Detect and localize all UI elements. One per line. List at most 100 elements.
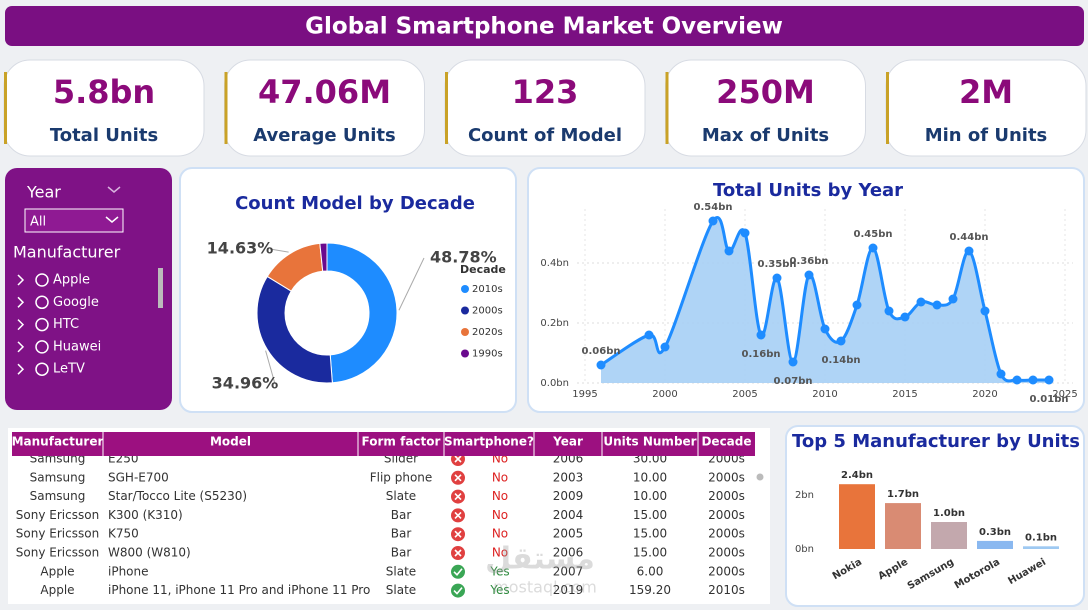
table-cell: 2019 bbox=[553, 583, 584, 597]
point bbox=[900, 312, 910, 322]
legend-swatch bbox=[461, 306, 469, 315]
table-cell: 2000s bbox=[708, 508, 745, 522]
table-cell: K750 bbox=[108, 527, 139, 541]
table-cell: 2009 bbox=[553, 489, 584, 503]
table-cell: iPhone bbox=[108, 564, 149, 578]
table-cell: 2005 bbox=[553, 527, 584, 541]
legend-swatch bbox=[461, 349, 469, 358]
x-tick-label: 2005 bbox=[732, 389, 757, 400]
table-cell: Bar bbox=[391, 527, 412, 541]
table-cell: 159.20 bbox=[629, 583, 671, 597]
donut-card bbox=[179, 167, 517, 413]
table-cell: 2000s bbox=[708, 564, 745, 578]
radio[interactable] bbox=[35, 340, 49, 354]
table-cell: W800 (W810) bbox=[108, 546, 191, 560]
table-card bbox=[8, 428, 770, 604]
x-tick-label: 2015 bbox=[892, 389, 917, 400]
chart-title: Count Model by Decade bbox=[235, 193, 475, 214]
data-label: 2.4bn bbox=[841, 470, 873, 481]
line bbox=[600, 216, 1049, 383]
data-label: 0.45bn bbox=[854, 229, 893, 240]
kpi-accent bbox=[445, 72, 448, 144]
data-label: 0.36bn bbox=[790, 256, 829, 267]
header-bar bbox=[5, 6, 1084, 46]
radio[interactable] bbox=[35, 362, 49, 376]
point bbox=[660, 342, 670, 352]
table-cell: Bar bbox=[391, 508, 412, 522]
kpi-value: 47.06M bbox=[258, 73, 391, 111]
table-cell: Sony Ericsson bbox=[16, 527, 99, 541]
x-tick-label: 1995 bbox=[572, 389, 597, 400]
expand-arrow bbox=[17, 363, 25, 375]
kpi-label: Count of Model bbox=[468, 125, 622, 146]
column-header: Model bbox=[210, 435, 251, 449]
column-header: Smartphone? bbox=[444, 435, 534, 449]
point bbox=[740, 228, 750, 238]
table-cell: Samsung bbox=[30, 470, 86, 484]
table-cell: Apple bbox=[40, 564, 74, 578]
table-cell: No bbox=[492, 527, 508, 541]
table-cell: 15.00 bbox=[633, 546, 667, 560]
year-dropdown[interactable] bbox=[24, 208, 124, 233]
data-label: 0.44bn bbox=[950, 232, 989, 243]
kpi-label: Max of Units bbox=[702, 125, 829, 146]
legend-label: 2020s bbox=[472, 327, 503, 338]
manufacturer-option: HTC bbox=[53, 317, 79, 332]
point bbox=[756, 330, 766, 340]
y-tick-label: 0.0bn bbox=[540, 378, 569, 389]
point bbox=[964, 246, 974, 256]
legend-swatch bbox=[461, 285, 469, 293]
table-cell: Apple bbox=[40, 583, 74, 597]
kpi-label: Min of Units bbox=[925, 125, 1048, 146]
donut-slice bbox=[326, 242, 398, 384]
point bbox=[788, 357, 798, 367]
bar bbox=[839, 484, 875, 549]
table-cell: SGH-E700 bbox=[108, 470, 169, 484]
table-cell: 2000s bbox=[708, 470, 745, 484]
bar bbox=[977, 540, 1013, 549]
status-glyph bbox=[453, 587, 463, 595]
expand-arrow bbox=[17, 341, 25, 353]
donut-slice bbox=[319, 242, 328, 272]
manufacturer-option: LeTV bbox=[53, 362, 85, 377]
column-header: Manufacturer bbox=[12, 435, 104, 449]
point bbox=[804, 270, 814, 280]
leader-line bbox=[265, 350, 276, 385]
status-glyph bbox=[454, 530, 462, 538]
radio[interactable] bbox=[35, 317, 49, 332]
x-tick-label: 2025 bbox=[1052, 389, 1077, 400]
table-cell: 2000s bbox=[708, 452, 745, 466]
expand-arrow bbox=[17, 274, 25, 286]
data-label: 0.3bn bbox=[979, 527, 1011, 538]
leader-line bbox=[269, 248, 289, 253]
table-cell: E250 bbox=[108, 452, 139, 466]
year-filter-title: Year bbox=[26, 183, 61, 202]
point bbox=[820, 324, 830, 334]
table-cell: 10.00 bbox=[633, 489, 667, 503]
column-header: Decade bbox=[701, 435, 751, 449]
y-tick-label: 2bn bbox=[795, 490, 814, 501]
data-label: 0.1bn bbox=[1025, 532, 1057, 543]
status-glyph bbox=[453, 568, 463, 576]
manufacturer-option: Apple bbox=[53, 273, 90, 288]
table-header-bg bbox=[12, 432, 755, 456]
kpi-value: 5.8bn bbox=[53, 73, 155, 111]
legend-label: 2000s bbox=[472, 306, 503, 317]
table-cell: Slate bbox=[386, 564, 416, 578]
radio[interactable] bbox=[35, 273, 49, 287]
table-cell: Flip phone bbox=[370, 470, 433, 484]
kpi-label: Average Units bbox=[253, 125, 396, 146]
table-cell: No bbox=[492, 470, 508, 484]
table-cell: Sony Ericsson bbox=[16, 508, 99, 522]
donut-slice bbox=[256, 275, 333, 384]
data-label: 0.07bn bbox=[774, 376, 813, 387]
column-header: Year bbox=[552, 435, 583, 449]
table-cell: 2007 bbox=[553, 564, 584, 578]
point bbox=[980, 306, 990, 316]
radio[interactable] bbox=[35, 295, 49, 310]
x-tick-label: 2020 bbox=[972, 389, 997, 400]
table-cell: 2006 bbox=[553, 452, 584, 466]
table-cell: 2003 bbox=[553, 470, 584, 484]
table-cell: 2000s bbox=[708, 489, 745, 503]
kpi-accent bbox=[224, 72, 228, 144]
